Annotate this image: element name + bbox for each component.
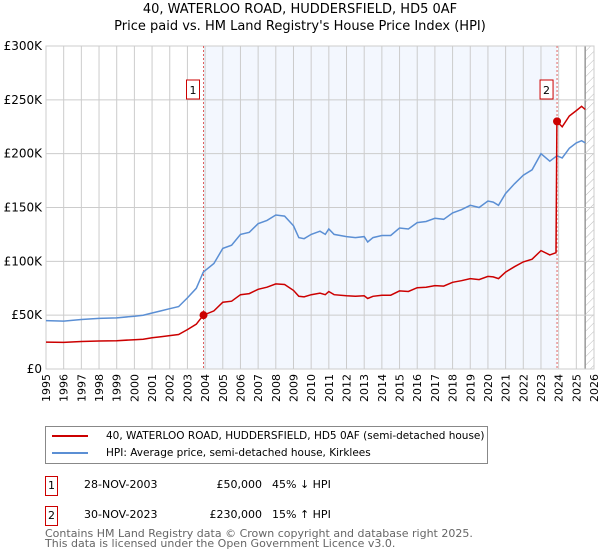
chart-subtitle: Price paid vs. HM Land Registry's House … [114,19,486,34]
y-tick-label: £200K [4,147,44,161]
annotation-label: 1 [190,84,197,97]
sale-point [553,117,562,126]
x-tick-label: 2026 [588,374,600,402]
x-tick-label: 2008 [270,374,283,402]
annotation-label: 2 [543,84,550,97]
x-tick-label: 2014 [376,374,389,402]
transaction-hpi: 15% ↑ HPI [272,508,331,521]
x-tick-label: 1997 [75,374,88,402]
x-tick-label: 2015 [394,374,407,402]
transaction-row: 2 30-NOV-2023 £230,000 15% ↑ HPI [45,506,445,526]
transaction-price: £230,000 [209,508,263,521]
property-price-line [45,105,586,344]
y-tick-label: £300K [4,39,44,53]
transaction-date: 28-NOV-2003 [84,478,158,491]
hpi-line [45,139,586,322]
transaction-date: 30-NOV-2023 [84,508,158,521]
x-tick-label: 2017 [429,374,442,402]
transaction-badge: 2 [45,506,58,526]
x-tick-label: 2003 [181,374,194,402]
x-tick-label: 1995 [40,374,53,402]
transaction-row: 1 28-NOV-2003 £50,000 45% ↓ HPI [45,476,445,496]
x-tick-label: 2011 [323,374,336,402]
y-tick-label: £100K [4,254,44,268]
price-chart: 1995 1996 1997 1998 1999 2000 2001 2002 2003 2004… [4,39,600,402]
legend-label: 40, WATERLOO ROAD, HUDDERSFIELD, HD5 0AF… [106,430,485,442]
x-tick-label: 2024 [553,374,566,402]
x-tick-label: 2020 [482,374,495,402]
x-tick-label: 2023 [535,374,548,402]
y-tick-label: £150K [4,201,44,215]
plot-frame [45,45,595,370]
footer-line: This data is licensed under the Open Gov… [45,537,396,550]
footer-line: Contains HM Land Registry data © Crown c… [45,527,473,540]
x-tick-label: 2002 [164,374,177,402]
x-tick-label: 2012 [341,374,354,402]
x-tick-label: 2022 [517,374,530,402]
x-tick-label: 2001 [146,374,159,402]
x-tick-label: 2010 [305,374,318,402]
annotation-badge [186,79,201,100]
chart-title: 40, WATERLOO ROAD, HUDDERSFIELD, HD5 0AF [142,2,458,17]
transaction-price: £50,000 [216,478,263,491]
sale-point [199,311,208,320]
y-tick-label: £250K [4,93,44,107]
x-tick-label: 2005 [217,374,230,402]
footer: Contains HM Land Registry data © Crown c… [45,527,473,550]
x-tick-label: 2021 [500,374,513,402]
y-tick-label: £50K [11,308,43,322]
x-tick-label: 2025 [570,374,583,402]
y-tick-label: £0 [27,362,42,376]
x-tick-label: 2007 [252,374,265,402]
x-tick-label: 2018 [447,374,460,402]
annotation-badge [539,79,554,100]
x-tick-label: 1998 [93,374,106,402]
x-tick-label: 2000 [128,374,141,402]
x-tick-label: 2009 [287,374,300,402]
legend: 40, WATERLOO ROAD, HUDDERSFIELD, HD5 0AF… [45,426,488,464]
x-tick-label: 2013 [358,374,371,402]
legend-swatch-blue [52,452,88,454]
transaction-badge: 1 [45,476,58,496]
legend-label: HPI: Average price, semi-detached house,… [106,447,371,459]
x-tick-label: 2006 [234,374,247,402]
legend-item-property: 40, WATERLOO ROAD, HUDDERSFIELD, HD5 0AF… [52,430,484,442]
legend-item-hpi: HPI: Average price, semi-detached house,… [52,447,371,459]
legend-swatch-red [52,435,88,437]
transaction-hpi: 45% ↓ HPI [272,478,331,491]
x-tick-label: 2019 [464,374,477,402]
x-tick-label: 1996 [58,374,71,402]
x-tick-label: 2004 [199,374,212,402]
x-tick-label: 1999 [111,374,124,402]
x-tick-label: 2016 [411,374,424,402]
